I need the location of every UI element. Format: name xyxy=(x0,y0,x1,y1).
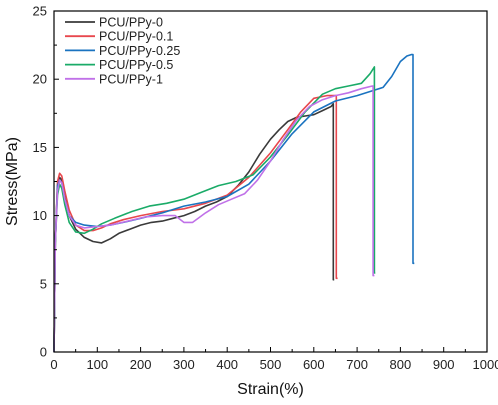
legend-label: PCU/PPy-1 xyxy=(99,72,163,86)
y-tick-label: 20 xyxy=(33,72,47,87)
y-tick-label: 25 xyxy=(33,4,47,19)
x-axis-title: Strain(%) xyxy=(237,381,304,398)
legend-label: PCU/PPy-0.25 xyxy=(99,44,180,58)
x-axis: 0 100 200 300 400 500 600 700 800 900 1000 xyxy=(50,347,498,372)
x-tick-label: 500 xyxy=(260,357,282,372)
y-tick-label: 5 xyxy=(40,276,47,291)
y-tick-label: 15 xyxy=(33,140,47,155)
x-tick-label: 0 xyxy=(50,357,57,372)
series-line-4 xyxy=(53,66,376,353)
y-tick-label: 0 xyxy=(40,345,47,360)
legend-label: PCU/PPy-0 xyxy=(99,16,163,30)
series-line-3 xyxy=(53,53,415,353)
x-tick-label: 700 xyxy=(346,357,368,372)
x-tick-label: 900 xyxy=(433,357,455,372)
x-tick-label: 600 xyxy=(303,357,325,372)
y-axis-title: Stress(MPa) xyxy=(4,137,21,226)
x-tick-label: 100 xyxy=(86,357,108,372)
y-tick-label: 10 xyxy=(33,208,47,223)
legend-label: PCU/PPy-0.5 xyxy=(99,58,173,72)
x-tick-label: 300 xyxy=(173,357,195,372)
x-tick-label: 1000 xyxy=(473,357,498,372)
x-tick-label: 400 xyxy=(216,357,238,372)
x-tick-label: 800 xyxy=(390,357,412,372)
x-tick-label: 200 xyxy=(130,357,152,372)
series-line-5 xyxy=(53,85,375,353)
y-axis: 0 5 10 15 20 25 xyxy=(33,4,59,360)
legend-label: PCU/PPy-0.1 xyxy=(99,30,173,44)
legend: PCU/PPy-0PCU/PPy-0.1PCU/PPy-0.25PCU/PPy-… xyxy=(65,16,180,86)
series-line-2 xyxy=(53,94,338,353)
plot-series-group xyxy=(53,53,415,353)
